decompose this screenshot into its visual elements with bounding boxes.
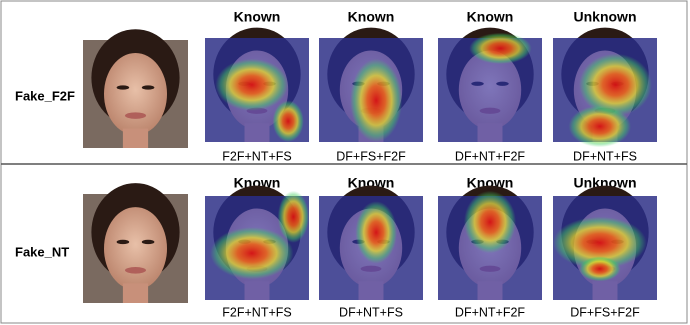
heatmap-hotspot	[278, 191, 309, 243]
eye	[117, 85, 130, 89]
row-label: Fake_F2F	[15, 88, 75, 103]
heatmap-image	[553, 186, 657, 300]
heatmap-image	[553, 28, 657, 148]
heatmap-hotspot	[210, 227, 293, 279]
heatmap-image	[438, 28, 542, 142]
row-label: Fake_NT	[15, 244, 69, 259]
column-caption: F2F+NT+FS	[222, 149, 291, 163]
heatmap-hotspot	[350, 59, 402, 142]
heatmap-image	[205, 28, 309, 142]
heatmap-hotspot	[579, 256, 621, 281]
heatmap-hotspot	[355, 201, 397, 263]
eye	[142, 240, 155, 244]
face-skin	[104, 53, 167, 135]
column-caption: DF+NT+F2F	[455, 305, 526, 319]
lips	[125, 267, 146, 274]
column-caption: DF+FS+F2F	[336, 149, 406, 163]
face-skin	[104, 207, 167, 290]
column-caption: DF+NT+FS	[339, 305, 403, 319]
column-header: Known	[234, 9, 281, 25]
column-header: Known	[467, 9, 514, 25]
eye	[142, 85, 155, 89]
heatmap-hotspot	[215, 59, 288, 111]
column-caption: DF+NT+FS	[573, 149, 637, 163]
source-face-image	[83, 29, 188, 148]
column-header: Known	[348, 9, 395, 25]
figure: Fake_F2F Known F2F+NT+FS Known DF+FS+F2F Know…	[0, 0, 690, 325]
heatmap-hotspot	[464, 191, 516, 253]
lips	[125, 112, 146, 118]
column-caption: DF+FS+F2F	[570, 305, 640, 319]
source-face-image	[83, 183, 188, 303]
heatmap-hotspot	[273, 100, 304, 142]
heatmap-image	[205, 186, 309, 300]
heatmap-image	[319, 28, 423, 142]
heatmap-image	[438, 186, 542, 300]
heatmap-hotspot	[579, 54, 652, 116]
column-caption: DF+NT+F2F	[455, 149, 526, 163]
column-caption: F2F+NT+FS	[222, 305, 291, 319]
column-header: Unknown	[574, 9, 637, 25]
eye	[117, 240, 130, 244]
neck	[123, 283, 148, 303]
heatmap-hotspot	[469, 33, 531, 64]
heatmap-image	[319, 186, 423, 300]
neck	[123, 129, 148, 148]
